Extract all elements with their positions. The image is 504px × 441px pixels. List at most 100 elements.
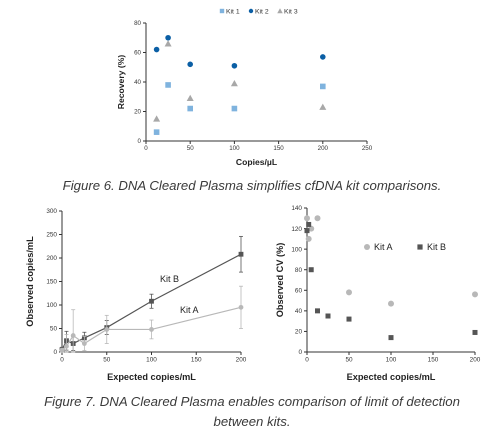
data-point — [231, 105, 238, 112]
x-tick-label: 150 — [428, 356, 439, 363]
y-axis-label: Observed CV (%) — [275, 243, 285, 318]
legend-label: Kit 1 — [226, 9, 240, 16]
y-tick-label: 60 — [295, 288, 303, 295]
y-tick-label: 50 — [50, 326, 58, 333]
y-tick-label: 40 — [134, 79, 141, 86]
data-point — [346, 289, 352, 296]
legend-marker — [248, 8, 254, 14]
series-kit-1 — [153, 82, 326, 135]
x-tick-label: 50 — [187, 145, 194, 152]
data-point — [104, 327, 110, 332]
data-point — [153, 115, 161, 122]
series-kit-2 — [153, 34, 326, 69]
data-point — [320, 83, 326, 90]
data-point — [388, 300, 394, 307]
legend-marker — [219, 8, 225, 14]
x-axis-label: Copies/µL — [236, 157, 277, 167]
data-point — [81, 341, 87, 346]
y-axis-label: Observed copies/mL — [25, 236, 35, 327]
legend-label: Kit 3 — [284, 9, 298, 16]
data-point — [346, 316, 352, 322]
legend-label: Kit A — [374, 242, 393, 252]
figure-7-caption-line-1: Figure 7. DNA Cleared Plasma enables com… — [44, 394, 460, 409]
data-point — [149, 298, 154, 304]
data-point — [231, 62, 238, 69]
y-tick-label: 150 — [46, 279, 57, 286]
y-tick-label: 60 — [134, 50, 141, 57]
data-point — [164, 40, 172, 47]
series-label-kit-a: Kit A — [180, 305, 199, 315]
data-point — [230, 79, 238, 87]
y-tick-label: 80 — [295, 267, 303, 274]
legend-marker — [417, 244, 423, 250]
x-tick-label: 150 — [191, 356, 202, 363]
data-point — [304, 215, 310, 222]
recovery-legend: Kit 1 Kit 2 Kit 3 — [219, 8, 298, 16]
data-point — [153, 129, 160, 135]
data-point — [165, 34, 171, 41]
series-kit-b — [304, 221, 478, 341]
data-point — [59, 348, 65, 353]
x-tick-label: 250 — [362, 145, 373, 152]
data-point — [304, 228, 310, 234]
x-tick-label: 0 — [60, 356, 64, 363]
x-tick-label: 200 — [470, 356, 481, 363]
y-tick-label: 20 — [295, 329, 303, 336]
figure-6-caption: Figure 6. DNA Cleared Plasma simplifies … — [62, 178, 442, 193]
data-point — [472, 291, 478, 298]
x-axis-label: Expected copies/mL — [347, 372, 436, 382]
y-tick-label: 250 — [46, 232, 57, 239]
data-point — [238, 251, 244, 257]
data-point — [305, 235, 312, 242]
data-point — [319, 103, 327, 110]
data-point — [472, 329, 478, 335]
figure-7-caption-line-2: between kits. — [213, 414, 291, 429]
data-point — [325, 313, 331, 319]
x-tick-label: 0 — [144, 145, 148, 152]
x-tick-label: 150 — [273, 145, 284, 152]
x-tick-label: 200 — [318, 145, 329, 152]
y-tick-label: 300 — [46, 208, 57, 215]
y-tick-label: 100 — [291, 246, 302, 253]
data-point — [320, 54, 326, 60]
legend-label: Kit 2 — [255, 9, 269, 16]
series-kit-3 — [153, 40, 327, 122]
y-tick-label: 80 — [134, 20, 141, 27]
y-tick-label: 0 — [138, 138, 142, 145]
y-tick-label: 120 — [291, 226, 302, 233]
data-point — [308, 225, 315, 232]
y-tick-label: 100 — [46, 302, 57, 309]
x-tick-label: 50 — [103, 356, 111, 363]
y-tick-label: 40 — [295, 308, 303, 315]
legend-label: Kit B — [427, 242, 446, 252]
y-tick-label: 0 — [53, 349, 57, 356]
legend-marker — [364, 244, 370, 250]
data-point — [308, 267, 314, 273]
data-point — [306, 221, 312, 227]
x-tick-label: 50 — [345, 356, 353, 363]
y-tick-label: 0 — [298, 349, 302, 356]
data-point — [187, 61, 193, 68]
data-point — [149, 327, 154, 332]
data-point — [165, 82, 171, 88]
x-tick-label: 100 — [229, 145, 240, 152]
series-label-kit-b: Kit B — [160, 274, 179, 284]
observed-copies-chart: 0 50 100 150 200 0 50 100 150 200 250 300 Expected c… — [25, 208, 247, 382]
series-kit-a — [59, 285, 244, 353]
data-point — [314, 215, 321, 222]
data-point — [153, 46, 160, 53]
y-tick-label: 20 — [134, 109, 141, 116]
data-point — [315, 308, 320, 314]
series-kit-a — [304, 215, 478, 307]
data-point — [64, 343, 69, 349]
x-tick-label: 200 — [236, 356, 247, 363]
y-tick-label: 200 — [46, 255, 57, 262]
data-point — [238, 304, 244, 310]
data-point — [186, 94, 194, 102]
cv-legend: Kit A Kit B — [364, 242, 446, 252]
y-axis-label: Recovery (%) — [116, 55, 126, 110]
x-tick-label: 100 — [146, 356, 157, 363]
data-point — [388, 335, 394, 341]
x-tick-label: 100 — [386, 356, 397, 363]
